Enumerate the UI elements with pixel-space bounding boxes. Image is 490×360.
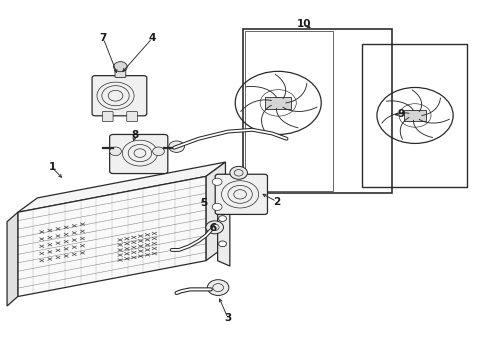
Circle shape xyxy=(206,221,223,234)
Circle shape xyxy=(219,241,226,247)
Text: 1: 1 xyxy=(49,162,56,172)
Polygon shape xyxy=(7,212,18,306)
Circle shape xyxy=(114,62,127,72)
Text: 2: 2 xyxy=(273,197,280,207)
Text: 10: 10 xyxy=(296,19,311,29)
Circle shape xyxy=(219,216,226,221)
Circle shape xyxy=(110,147,122,156)
FancyBboxPatch shape xyxy=(102,112,113,122)
Circle shape xyxy=(212,203,222,211)
Text: 8: 8 xyxy=(131,130,139,140)
FancyBboxPatch shape xyxy=(92,76,147,116)
Text: 5: 5 xyxy=(200,198,207,208)
Circle shape xyxy=(153,147,164,156)
Circle shape xyxy=(230,166,247,179)
Polygon shape xyxy=(206,162,225,261)
Bar xyxy=(362,44,467,187)
FancyBboxPatch shape xyxy=(404,110,426,121)
FancyBboxPatch shape xyxy=(215,174,268,215)
Polygon shape xyxy=(18,176,206,297)
Polygon shape xyxy=(18,162,225,212)
Text: 6: 6 xyxy=(210,224,217,233)
Circle shape xyxy=(207,280,229,296)
Circle shape xyxy=(219,190,226,196)
FancyBboxPatch shape xyxy=(110,134,168,174)
FancyBboxPatch shape xyxy=(265,96,291,109)
FancyBboxPatch shape xyxy=(127,112,138,122)
Circle shape xyxy=(271,98,285,108)
Circle shape xyxy=(212,178,222,185)
Polygon shape xyxy=(218,176,230,266)
Circle shape xyxy=(409,111,421,120)
Bar xyxy=(243,30,392,193)
Text: 4: 4 xyxy=(148,33,156,43)
FancyBboxPatch shape xyxy=(115,68,126,77)
Circle shape xyxy=(169,141,184,152)
Text: 9: 9 xyxy=(398,109,405,119)
Text: 7: 7 xyxy=(99,33,107,43)
Text: 3: 3 xyxy=(224,313,231,323)
